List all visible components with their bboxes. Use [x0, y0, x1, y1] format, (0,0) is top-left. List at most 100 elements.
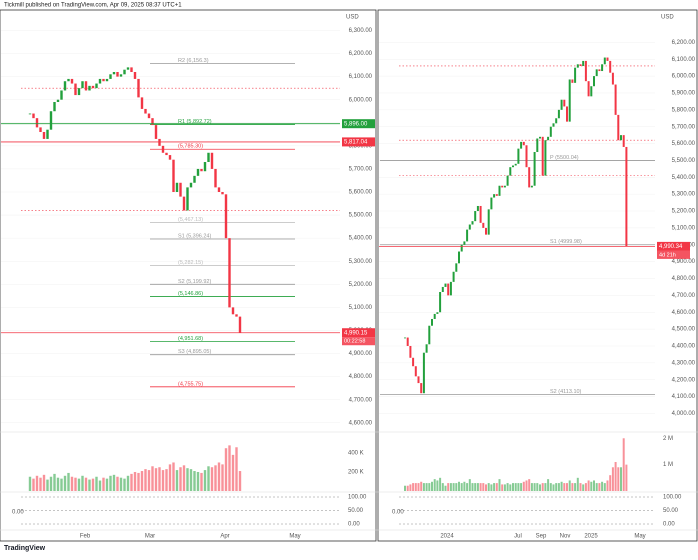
volume-bar: [614, 462, 617, 491]
volume-bar: [88, 479, 91, 491]
candle: [571, 79, 574, 83]
y-tick-label: 5,100.00: [672, 225, 696, 231]
currency-label: USD: [346, 15, 359, 21]
candle: [420, 383, 423, 394]
candle: [514, 163, 517, 166]
volume-bar: [228, 445, 231, 491]
candle: [193, 175, 196, 183]
volume-bar: [447, 483, 450, 491]
volume-bar: [571, 483, 574, 491]
volume-bar: [574, 483, 577, 491]
volume-bar: [200, 472, 203, 491]
candle: [512, 165, 514, 168]
candle: [487, 209, 490, 235]
y-tick-label: 5,900.00: [672, 91, 696, 97]
candle: [119, 74, 123, 77]
candle: [536, 138, 539, 152]
currency-label: USD: [661, 15, 674, 21]
candle: [189, 182, 193, 188]
x-tick-label: Nov: [560, 534, 571, 540]
volume-bar: [35, 475, 39, 491]
volume-bar: [549, 483, 552, 491]
price-tag-label: 4,990.34: [659, 244, 683, 250]
volume-bar: [468, 479, 471, 491]
candle: [77, 88, 81, 96]
volume-bar: [56, 477, 60, 491]
candle: [447, 283, 450, 296]
candle: [147, 113, 151, 119]
volume-bar: [130, 473, 133, 491]
volume-bar: [517, 483, 520, 491]
volume-bar: [528, 479, 531, 491]
x-tick-label: Apr: [220, 534, 229, 540]
volume-bar: [422, 483, 425, 491]
volume-bar: [126, 475, 130, 491]
candle: [549, 126, 552, 137]
candle: [425, 344, 428, 353]
candle: [625, 146, 628, 247]
volume-bar: [109, 475, 112, 491]
candle: [60, 90, 63, 100]
candle: [495, 194, 498, 196]
pivot-label: (5,282.15): [178, 260, 203, 266]
candle: [493, 194, 496, 198]
candle: [609, 60, 612, 73]
candle: [406, 337, 409, 346]
candle: [557, 109, 560, 119]
candle: [568, 79, 571, 122]
volume-bar: [579, 483, 582, 491]
candle: [88, 85, 91, 91]
candle: [112, 72, 116, 75]
countdown-tag: [657, 250, 690, 259]
y-tick-label: 6,100.00: [672, 57, 696, 63]
candle: [555, 118, 558, 124]
volume-bar: [593, 480, 595, 491]
volume-bar: [217, 462, 221, 491]
price-tag-label: 4,990.15: [344, 330, 368, 336]
price-tag: [342, 119, 375, 129]
volume-bar: [541, 483, 544, 491]
candle: [433, 313, 436, 319]
candle: [547, 136, 550, 141]
volume-bar: [147, 470, 151, 491]
volume-bar: [582, 484, 585, 491]
volume-bar: [568, 480, 571, 491]
candle: [63, 81, 67, 91]
volume-bar: [168, 464, 172, 491]
volume-bar: [67, 472, 70, 491]
countdown-tag: [342, 337, 375, 346]
volume-bar: [485, 484, 487, 491]
candle: [498, 185, 501, 196]
price-tag: [342, 137, 375, 147]
y-tick-label: 4,100.00: [672, 394, 696, 400]
volume-bar: [479, 483, 482, 491]
volume-bar: [584, 483, 587, 491]
volume-bar: [495, 483, 498, 491]
volume-bar: [530, 483, 533, 491]
pivot-label: P (5500.04): [550, 155, 579, 161]
candle: [137, 78, 140, 98]
candle: [130, 67, 133, 72]
volume-bar: [409, 484, 412, 491]
y-tick-label: 4,200.00: [672, 377, 696, 383]
y-tick-label: 4,300.00: [672, 360, 696, 366]
volume-bar: [32, 478, 35, 491]
candle: [224, 194, 228, 239]
pivot-label: S1 (5,396.24): [178, 233, 211, 239]
candle: [32, 113, 35, 119]
volume-bar: [49, 476, 53, 491]
oscillator-value-label: 0.00: [12, 510, 24, 516]
candle: [601, 64, 604, 72]
volume-bar: [606, 480, 609, 491]
volume-bar: [552, 484, 555, 491]
candle: [95, 83, 98, 89]
x-tick-label: May: [289, 534, 300, 540]
candle: [533, 152, 536, 186]
volume-bar: [601, 481, 604, 491]
volume-bar: [412, 483, 415, 491]
candle: [587, 81, 590, 97]
pivot-label: (5,467.13): [178, 217, 203, 223]
oscillator-tick-label: 50.00: [663, 508, 679, 514]
volume-bar: [509, 484, 512, 491]
